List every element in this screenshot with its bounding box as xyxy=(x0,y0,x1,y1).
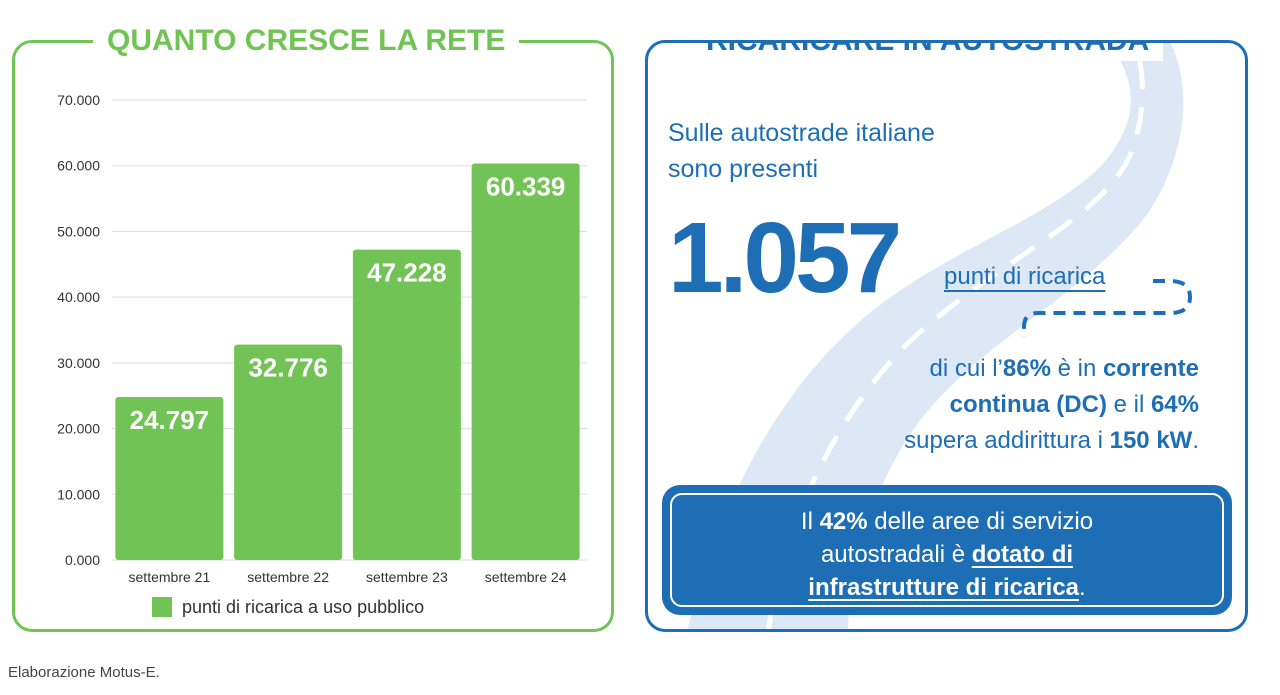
y-tick-label: 30.000 xyxy=(57,355,100,371)
x-category-label: settembre 22 xyxy=(247,569,329,585)
connector-dashed-line xyxy=(1022,279,1193,337)
bar-value-label: 60.339 xyxy=(486,171,566,201)
dc-line-1: di cui l’86% è in corrente xyxy=(929,355,1199,382)
points-label: punti di ricarica xyxy=(944,263,1106,290)
x-category-label: settembre 23 xyxy=(366,569,448,585)
y-tick-label: 60.000 xyxy=(57,158,100,174)
bar xyxy=(471,163,580,560)
dc-share-text: di cui l’86% è in corrente continua (DC)… xyxy=(779,351,1199,459)
road-lane-marking xyxy=(766,43,1145,629)
bar-value-label: 47.228 xyxy=(367,258,447,288)
intro-line-1: Sulle autostrade italiane xyxy=(668,119,935,147)
y-tick-label: 50.000 xyxy=(57,223,100,239)
legend-label: punti di ricarica a uso pubblico xyxy=(182,597,424,617)
highway-points-count: 1.057 xyxy=(668,202,902,314)
bar-value-label: 24.797 xyxy=(130,405,210,435)
x-category-label: settembre 24 xyxy=(485,569,567,585)
x-category-label: settembre 21 xyxy=(129,569,211,585)
bar xyxy=(115,397,224,560)
intro-text: Sulle autostrade italiane sono presenti xyxy=(668,115,1068,187)
y-tick-label: 70.000 xyxy=(57,92,100,108)
bar xyxy=(234,344,343,560)
y-tick-label: 0.000 xyxy=(65,552,100,568)
dc-line-2: continua (DC) e il 64% xyxy=(949,391,1199,418)
intro-line-2: sono presenti xyxy=(668,155,819,183)
highway-panel: RICARICARE IN AUTOSTRADA Sulle autostrad… xyxy=(645,40,1248,632)
dc-line-3: supera addirittura i 150 kW. xyxy=(904,427,1199,454)
legend-swatch xyxy=(152,597,172,617)
bar xyxy=(352,249,461,560)
y-tick-label: 40.000 xyxy=(57,289,100,305)
source-note: Elaborazione Motus-E. xyxy=(8,664,160,681)
service-areas-box: Il 42% delle aree di servizio autostrada… xyxy=(662,485,1232,615)
service-areas-text: Il 42% delle aree di servizio autostrada… xyxy=(670,493,1224,607)
growth-panel-title: QUANTO CRESCE LA RETE xyxy=(93,21,520,61)
growth-panel: QUANTO CRESCE LA RETE xyxy=(12,21,614,632)
bar-value-label: 32.776 xyxy=(248,353,328,383)
road-illustration xyxy=(687,43,1184,629)
y-tick-label: 20.000 xyxy=(57,421,100,437)
y-tick-label: 10.000 xyxy=(57,486,100,502)
highway-panel-title: RICARICARE IN AUTOSTRADA xyxy=(692,43,1164,61)
